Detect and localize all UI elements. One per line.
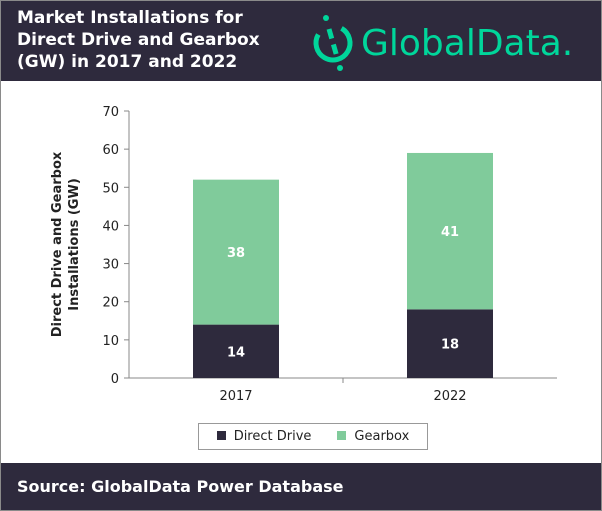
svg-text:GlobalData.: GlobalData. bbox=[361, 23, 573, 64]
y-tick-label: 30 bbox=[102, 258, 119, 273]
source-note: Source: GlobalData Power Database bbox=[17, 477, 344, 496]
footer: Source: GlobalData Power Database bbox=[1, 463, 601, 510]
y-tick-label: 70 bbox=[102, 105, 119, 120]
legend: Direct Drive Gearbox bbox=[198, 423, 428, 450]
data-label: 38 bbox=[227, 246, 245, 261]
y-tick-label: 20 bbox=[102, 296, 119, 311]
chart-plot: 0 10 20 30 40 50 60 70 14 38 2017 18 41 2022 Direct Dr… bbox=[50, 105, 557, 404]
y-tick-label: 0 bbox=[111, 372, 119, 387]
legend-item-direct-drive: Direct Drive bbox=[216, 429, 312, 444]
x-tick-label: 2022 bbox=[433, 389, 466, 404]
bar-direct-drive-2017 bbox=[193, 324, 279, 378]
y-tick-label: 40 bbox=[102, 219, 119, 234]
data-label: 41 bbox=[441, 225, 459, 240]
globaldata-logo: GlobalData. bbox=[313, 15, 573, 71]
y-axis-title-line2: Installations (GW) bbox=[67, 178, 82, 311]
y-tick-label: 60 bbox=[102, 143, 119, 158]
chart-title: Market Installations for Direct Drive an… bbox=[17, 8, 260, 72]
y-tick-label: 50 bbox=[102, 181, 119, 196]
bar-direct-drive-2022 bbox=[407, 309, 493, 378]
data-label: 14 bbox=[227, 345, 245, 360]
header: Market Installations for Direct Drive an… bbox=[1, 1, 601, 81]
legend-label: Gearbox bbox=[354, 429, 410, 444]
legend-item-gearbox: Gearbox bbox=[337, 429, 409, 444]
x-tick-label: 2017 bbox=[219, 389, 252, 404]
bar-gearbox-2022 bbox=[407, 152, 493, 310]
legend-label: Direct Drive bbox=[233, 429, 312, 444]
y-tick-label: 10 bbox=[102, 334, 119, 349]
y-axis-title-line1: Direct Drive and Gearbox bbox=[50, 151, 65, 337]
data-label: 18 bbox=[441, 338, 459, 353]
bar-gearbox-2017 bbox=[193, 179, 279, 325]
